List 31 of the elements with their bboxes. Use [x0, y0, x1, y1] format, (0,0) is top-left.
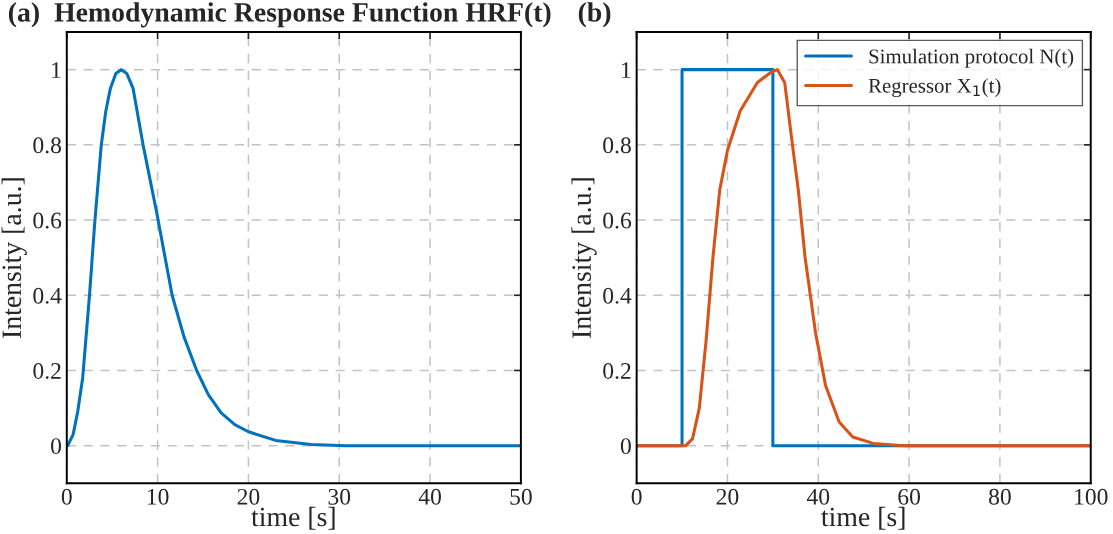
x-tick-label: 100	[1075, 488, 1108, 505]
x-tick-label: 20	[716, 488, 739, 505]
y-tick-label: 0	[620, 438, 631, 455]
y-tick-label: 0.6	[33, 212, 62, 229]
x-tick-label: 40	[418, 488, 441, 505]
x-tick-label: 80	[989, 488, 1011, 505]
y-tick-label: 0.6	[603, 212, 632, 229]
x-tick-label: 10	[147, 488, 169, 505]
x-axis-title: time [s]	[821, 506, 905, 530]
y-axis-title: Intensity [a.u.]	[571, 178, 597, 339]
y-axis-title: Intensity [a.u.]	[1, 178, 27, 339]
y-tick-label: 0.4	[33, 287, 62, 304]
x-tick-label: 30	[328, 488, 351, 505]
chart-title: (b)	[578, 2, 611, 28]
y-tick-label: 0	[51, 438, 62, 455]
y-tick-label: 1	[622, 62, 631, 78]
y-tick-label: 0.2	[33, 362, 61, 379]
chart-title: (a) Hemodynamic Response Function HRF(t)	[8, 2, 551, 28]
legend-label: Regressor X$_{1}$(t)	[868, 78, 1001, 98]
x-tick-label: 50	[510, 488, 532, 505]
y-tick-label: 0.8	[603, 137, 631, 154]
line-series	[66, 68, 521, 448]
legend-label: Simulation protocol N(t)	[869, 48, 1074, 68]
x-tick-label: 20	[237, 488, 260, 505]
y-tick-label: 0.4	[603, 287, 632, 304]
x-tick-label: 40	[806, 488, 830, 505]
x-axis-title: time [s]	[251, 506, 335, 530]
y-tick-label: 0.8	[33, 137, 62, 154]
y-tick-label: 1	[52, 62, 61, 78]
x-tick-label: 60	[898, 488, 920, 505]
y-tick-label: 0.2	[603, 362, 631, 379]
